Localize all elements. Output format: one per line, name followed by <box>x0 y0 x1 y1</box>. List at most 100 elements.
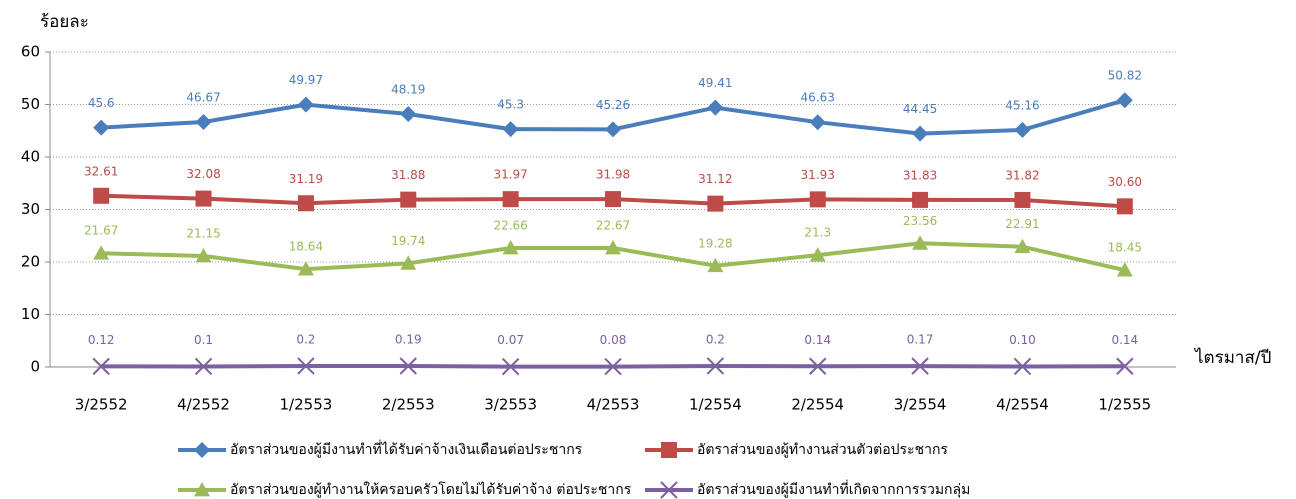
value-label: 0.1 <box>194 333 213 347</box>
value-label: 21.15 <box>186 226 220 240</box>
value-label: 0.19 <box>395 333 422 347</box>
value-label: 31.19 <box>289 172 323 186</box>
y-tick-label: 60 <box>21 43 40 61</box>
y-tick-label: 20 <box>21 253 40 271</box>
value-label: 31.98 <box>596 168 630 182</box>
marker <box>195 190 212 207</box>
legend-label: อัตราส่วนของผู้มีงานทำที่เกิดจากการรวมกล… <box>697 480 970 498</box>
value-label: 31.88 <box>391 168 425 182</box>
value-label: 19.28 <box>698 236 732 250</box>
x-tick-label: 2/2553 <box>382 396 435 414</box>
value-label: 30.60 <box>1108 175 1142 189</box>
value-label: 0.08 <box>600 333 627 347</box>
marker <box>400 255 417 270</box>
legend-marker <box>660 481 678 499</box>
legend-marker <box>194 482 210 497</box>
value-label: 0.07 <box>497 333 524 347</box>
value-label: 22.66 <box>493 219 527 233</box>
value-label: 49.97 <box>289 73 323 87</box>
value-label: 18.64 <box>289 240 323 254</box>
y-tick-label: 40 <box>21 148 40 166</box>
value-label: 32.61 <box>84 164 118 178</box>
marker <box>707 99 724 116</box>
value-label: 48.19 <box>391 83 425 97</box>
value-label: 46.67 <box>186 90 220 104</box>
value-label: 0.14 <box>804 333 831 347</box>
marker <box>911 357 929 375</box>
value-label: 0.12 <box>88 333 115 347</box>
marker <box>399 357 417 375</box>
value-label: 19.74 <box>391 234 425 248</box>
marker <box>92 357 110 376</box>
marker <box>1014 191 1031 208</box>
x-axis-label: ไตรมาส/ปี <box>1193 347 1271 368</box>
marker <box>605 191 621 208</box>
value-label: 46.63 <box>801 91 835 105</box>
marker <box>1013 357 1032 376</box>
marker <box>604 357 622 376</box>
marker <box>605 121 621 138</box>
marker <box>809 247 826 262</box>
y-tick-label: 0 <box>30 358 40 376</box>
y-tick-label: 30 <box>21 200 40 218</box>
marker <box>605 239 621 255</box>
marker <box>809 114 826 131</box>
marker <box>195 113 212 130</box>
marker <box>1014 121 1031 138</box>
marker <box>93 119 110 136</box>
x-tick-label: 2/2554 <box>791 396 844 414</box>
value-label: 0.17 <box>907 333 934 347</box>
value-label: 50.82 <box>1108 69 1142 83</box>
value-label: 0.14 <box>1111 333 1138 347</box>
value-label: 45.3 <box>497 98 524 112</box>
x-tick-label: 4/2552 <box>177 396 230 414</box>
marker <box>297 261 314 276</box>
value-label: 45.6 <box>88 96 115 110</box>
marker <box>297 96 314 113</box>
marker <box>194 357 213 376</box>
marker <box>501 357 520 376</box>
marker <box>93 245 110 260</box>
legend-marker <box>194 442 210 458</box>
value-label: 31.12 <box>698 172 732 186</box>
x-tick-label: 3/2554 <box>894 396 947 414</box>
marker <box>707 195 724 212</box>
marker <box>502 240 519 255</box>
value-label: 22.91 <box>1005 217 1039 231</box>
marker <box>502 191 519 208</box>
value-label: 18.45 <box>1108 241 1142 255</box>
x-tick-label: 4/2554 <box>996 396 1049 414</box>
value-label: 31.82 <box>1005 168 1039 182</box>
value-label: 31.97 <box>493 168 527 182</box>
y-axis-label: ร้อยละ <box>40 12 89 32</box>
marker <box>297 195 314 212</box>
x-tick-label: 1/2553 <box>280 396 333 414</box>
marker <box>400 106 417 123</box>
marker <box>912 191 929 208</box>
marker <box>912 235 929 250</box>
marker <box>93 187 110 204</box>
value-label: 0.2 <box>296 332 315 346</box>
marker <box>706 357 725 375</box>
marker <box>1116 262 1133 277</box>
marker <box>1116 92 1133 109</box>
marker <box>1116 198 1133 215</box>
marker <box>912 125 929 142</box>
marker <box>1116 357 1134 375</box>
value-label: 31.93 <box>801 168 835 182</box>
value-label: 49.41 <box>698 76 732 90</box>
value-label: 45.16 <box>1005 98 1039 112</box>
value-label: 31.83 <box>903 168 937 182</box>
value-label: 45.26 <box>596 98 630 112</box>
marker <box>400 191 417 208</box>
legend-label: อัตราส่วนของผู้ทำงานให้ครอบครัวโดยไม่ได้… <box>230 481 632 498</box>
marker <box>502 121 519 138</box>
x-tick-label: 4/2553 <box>587 396 640 414</box>
legend-marker <box>661 442 677 458</box>
marker <box>809 191 826 208</box>
value-label: 32.08 <box>186 167 220 181</box>
value-label: 22.67 <box>596 218 630 232</box>
y-tick-label: 50 <box>21 95 40 113</box>
y-tick-label: 10 <box>21 305 40 323</box>
